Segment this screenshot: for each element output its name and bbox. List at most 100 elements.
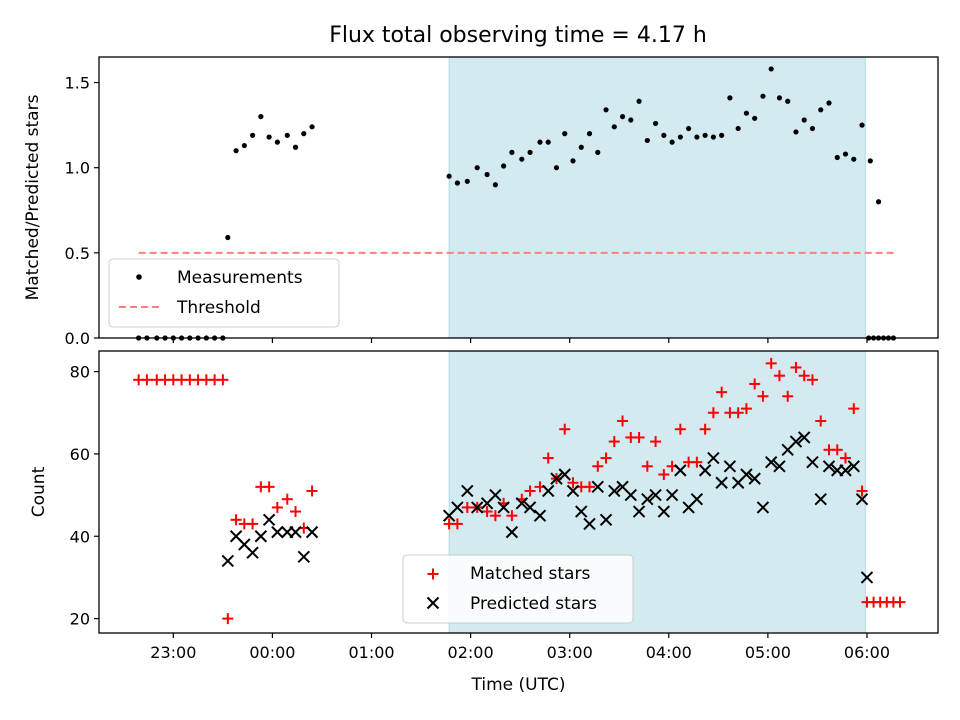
measurement-point [233,148,239,154]
measurement-point [710,134,716,140]
x-tick-label: 03:00 [547,643,593,662]
top-y-tick-label: 0.0 [65,329,90,348]
predicted-star-point [789,435,803,448]
measurement-point [619,114,626,120]
top-y-tick-label: 1.5 [65,74,90,93]
measurement-point [669,139,675,145]
measurement-point [768,66,774,72]
measurement-point [719,132,725,138]
legend-threshold-label: Threshold [176,298,261,318]
predicted-star-point [497,501,510,514]
measurement-point [545,139,551,145]
predicted-star-point [657,505,671,518]
matched-star-point [707,407,719,419]
count-points [133,357,906,625]
matched-star-point [559,423,571,435]
measurement-point [702,132,708,138]
measurement-point [628,117,634,123]
matched-star-point [584,481,596,493]
predicted-star-point [806,455,819,469]
measurement-point [241,142,247,149]
legend-matched-marker [427,568,439,580]
measurement-point [509,149,515,155]
predicted-star-point [583,517,596,531]
measurement-point [760,93,766,99]
measurement-point [818,107,824,113]
predicted-star-point [471,501,484,514]
matched-star-point [141,374,153,386]
x-tick-label: 00:00 [249,643,295,662]
measurement-point [474,165,480,171]
measurement-point [301,131,307,137]
measurement-point [644,137,650,144]
predicted-star-point [262,513,276,526]
top-y-tick-label: 0.5 [65,244,90,263]
predicted-star-point [489,488,502,502]
predicted-star-point [839,464,852,477]
matched-star-point [856,485,868,497]
predicted-star-point [632,505,646,518]
bottom-panel: 20 40 60 80 23:00 00:00 01:00 02:00 03:00 04:00 0… [29,350,939,695]
bottom-legend-box [402,554,634,624]
x-tick-label: 02:00 [448,643,494,662]
predicted-star-point [624,488,638,502]
bottom-y-axis-label: Count [29,466,49,517]
measurement-point [225,234,231,241]
matched-star-point [716,386,728,398]
predicted-star-point [822,460,836,473]
measurement-point [677,134,683,140]
top-observing-window-shade [448,56,866,339]
measurement-point [793,129,799,135]
measurement-point [636,98,642,104]
matched-star-point [217,374,229,386]
matched-star-point [524,485,536,497]
matched-star-point [641,460,653,472]
matched-star-point [650,436,662,448]
measurement-point [578,144,584,150]
predicted-star-point [847,460,860,473]
matched-star-point [592,460,604,472]
measurement-point [752,115,758,121]
legend-plus-glyph [427,568,439,580]
measurement-point [603,107,609,113]
measurement-point [586,131,593,137]
matched-star-point [633,431,645,443]
measurement-point [553,165,560,171]
measurement-point [686,125,692,132]
predicted-star-point [723,460,737,473]
top-axes-frame [98,56,939,339]
legend-matched-label: Matched stars [470,564,590,584]
x-tick-label: 05:00 [745,643,791,662]
predicted-star-point [665,488,679,502]
measurement-points [136,66,897,341]
predicted-star-point [297,550,311,564]
predicted-star-point [566,484,580,498]
x-tick-label: 23:00 [150,643,196,662]
measurement-point [743,110,750,116]
predicted-star-point [505,525,519,539]
bottom-legend: Matched stars Predicted stars [402,554,634,624]
measurement-point [694,134,700,140]
predicted-star-point [550,472,563,485]
matched-star-point [461,501,473,513]
measurement-point [834,154,840,161]
predicted-star-point [591,480,604,494]
predicted-star-point [798,431,811,444]
predicted-star-point [599,513,613,526]
predicted-star-point [558,468,571,481]
predicted-star-point [814,492,827,506]
predicted-star-point [641,492,654,506]
predicted-star-point [221,554,235,568]
matched-star-point [600,452,612,464]
matched-star-point [617,415,629,427]
predicted-star-point [461,484,474,498]
legend-measurements-label: Measurements [177,268,303,288]
measurement-point [537,139,543,145]
measurement-point [727,95,733,101]
measurement-point [266,134,272,140]
matched-star-point [782,390,794,402]
measurement-point [309,124,315,130]
bottom-x-axis-ticks: 23:00 00:00 01:00 02:00 03:00 04:00 05:00 06:00 [150,633,890,662]
matched-star-point [263,481,275,493]
predicted-star-point [542,484,555,498]
